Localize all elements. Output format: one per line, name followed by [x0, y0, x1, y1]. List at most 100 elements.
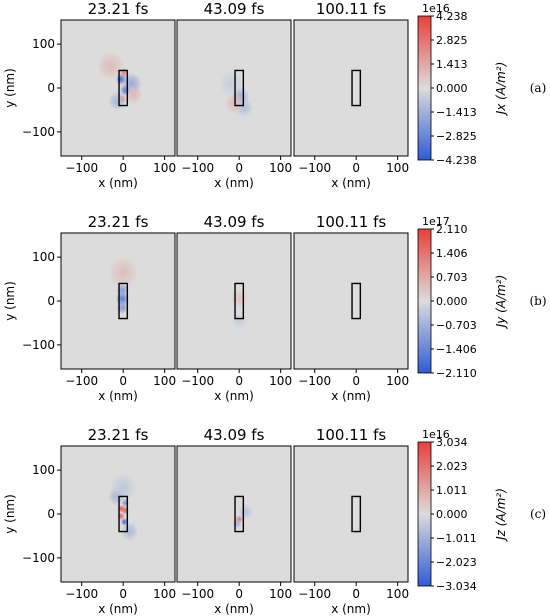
x-tick-label: 100: [269, 374, 292, 388]
field-spot: [116, 301, 129, 314]
colorbar-label: Jy (A/m²): [494, 275, 508, 330]
x-axis-label: x (nm): [98, 176, 138, 190]
colorbar-tick-label: −3.034: [436, 580, 477, 593]
colorbar-multiplier: 1e17: [422, 215, 450, 228]
nanorod-outline: [351, 495, 362, 533]
x-tick-label: 100: [269, 587, 292, 601]
x-tick-label: 0: [352, 374, 360, 388]
colorbar: 3.034 2.023 1.011 0.000 −1.011 −2.023 −3.034 1e…: [417, 428, 508, 593]
panel-title: 100.11 fs: [316, 0, 387, 18]
colorbar-tick-label: 0.000: [436, 295, 468, 308]
colorbar-tick-label: −1.406: [436, 343, 477, 356]
colorbar-tick-label: 2.825: [436, 34, 468, 47]
heatmap-background: [294, 446, 408, 582]
colorbar-tick-label: 3.034: [436, 436, 468, 449]
x-tick-label: 0: [352, 161, 360, 175]
colorbar-tick-label: −2.023: [436, 556, 477, 569]
x-tick-label: 100: [386, 374, 409, 388]
x-axis-label: x (nm): [98, 389, 138, 403]
x-tick-label: 0: [352, 587, 360, 601]
heatmap-background: [294, 233, 408, 369]
colorbar-tick-label: 1.413: [436, 58, 468, 71]
heatmap-panel: 100.11 fs −100 0 100 x (nm): [293, 426, 409, 616]
y-tick-label: 100: [32, 37, 55, 51]
field-spot: [231, 312, 247, 329]
heatmap-panel: 100.11 fs −100 0 100 x (nm): [293, 0, 409, 190]
colorbar-gradient: [417, 15, 432, 161]
colorbar-tick-label: −4.238: [436, 154, 477, 167]
field-spot: [124, 85, 143, 105]
panel-title: 100.11 fs: [316, 213, 387, 231]
nanorod-outline: [351, 69, 362, 107]
field-spot: [218, 70, 243, 97]
x-tick-label: 100: [386, 587, 409, 601]
y-tick-label: −100: [22, 551, 55, 565]
colorbar-tick-label: 0.000: [436, 82, 468, 95]
x-tick-label: −100: [65, 587, 98, 601]
colorbar-tick-label: 4.238: [436, 10, 468, 23]
colorbar-tick-label: −1.011: [436, 532, 477, 545]
y-tick-label: −100: [22, 338, 55, 352]
x-tick-label: 100: [153, 161, 176, 175]
heatmap-background: [61, 446, 175, 582]
colorbar-tick-label: 0.703: [436, 271, 468, 284]
x-tick-label: 0: [119, 587, 127, 601]
panel-title: 43.09 fs: [204, 0, 265, 18]
panel-title: 23.21 fs: [88, 0, 149, 18]
colorbar-tick-label: 2.110: [436, 223, 468, 236]
y-tick-label: 100: [32, 463, 55, 477]
x-tick-label: −100: [181, 587, 214, 601]
field-spot: [97, 51, 125, 81]
field-spot: [108, 256, 139, 289]
field-spot: [109, 473, 137, 502]
colorbar-tick-label: 0.000: [436, 508, 468, 521]
colorbar-multiplier: 1e16: [422, 428, 450, 441]
colorbar-gradient: [417, 228, 432, 374]
panel-title: 23.21 fs: [88, 213, 149, 231]
heatmap-background: [177, 446, 291, 582]
y-axis-label: y (nm): [3, 281, 17, 321]
x-tick-label: 0: [235, 587, 243, 601]
row-label: (c): [530, 507, 546, 521]
x-axis-label: x (nm): [98, 602, 138, 616]
x-axis-label: x (nm): [331, 176, 371, 190]
heatmap-panel: 43.09 fs −100 0 100 x (nm): [176, 0, 292, 190]
x-tick-label: −100: [181, 161, 214, 175]
colorbar-label: Jx (A/m²): [494, 62, 508, 117]
colorbar-multiplier: 1e16: [422, 2, 450, 15]
panel-title: 43.09 fs: [204, 213, 265, 231]
x-tick-label: −100: [298, 374, 331, 388]
y-tick-label: 0: [47, 294, 55, 308]
x-tick-label: −100: [298, 587, 331, 601]
x-tick-label: −100: [298, 161, 331, 175]
nanorod-outline: [234, 69, 245, 107]
y-axis-label: y (nm): [3, 68, 17, 108]
colorbar-tick-label: −2.825: [436, 130, 477, 143]
panel-title: 23.21 fs: [88, 426, 149, 444]
x-tick-label: −100: [65, 374, 98, 388]
x-tick-label: 0: [119, 374, 127, 388]
heatmap-panel: 43.09 fs −100 0 100 x (nm): [176, 213, 292, 403]
x-axis-label: x (nm): [214, 602, 254, 616]
nanorod-outline: [351, 282, 362, 320]
field-spot: [230, 289, 249, 309]
x-tick-label: −100: [181, 374, 214, 388]
y-axis-label: y (nm): [3, 494, 17, 534]
x-tick-label: −100: [65, 161, 98, 175]
panel-title: 100.11 fs: [316, 426, 387, 444]
field-spot: [120, 522, 139, 542]
x-tick-label: 100: [386, 161, 409, 175]
colorbar-gradient: [417, 441, 432, 587]
colorbar-tick-label: 2.023: [436, 460, 468, 473]
colorbar-tick-label: 1.406: [436, 247, 468, 260]
colorbar-tick-label: 1.011: [436, 484, 468, 497]
nanorod-outline: [118, 495, 129, 533]
panel-frame: [293, 232, 409, 370]
x-tick-label: 100: [153, 374, 176, 388]
x-tick-label: 0: [119, 161, 127, 175]
nanorod-outline: [234, 495, 245, 533]
